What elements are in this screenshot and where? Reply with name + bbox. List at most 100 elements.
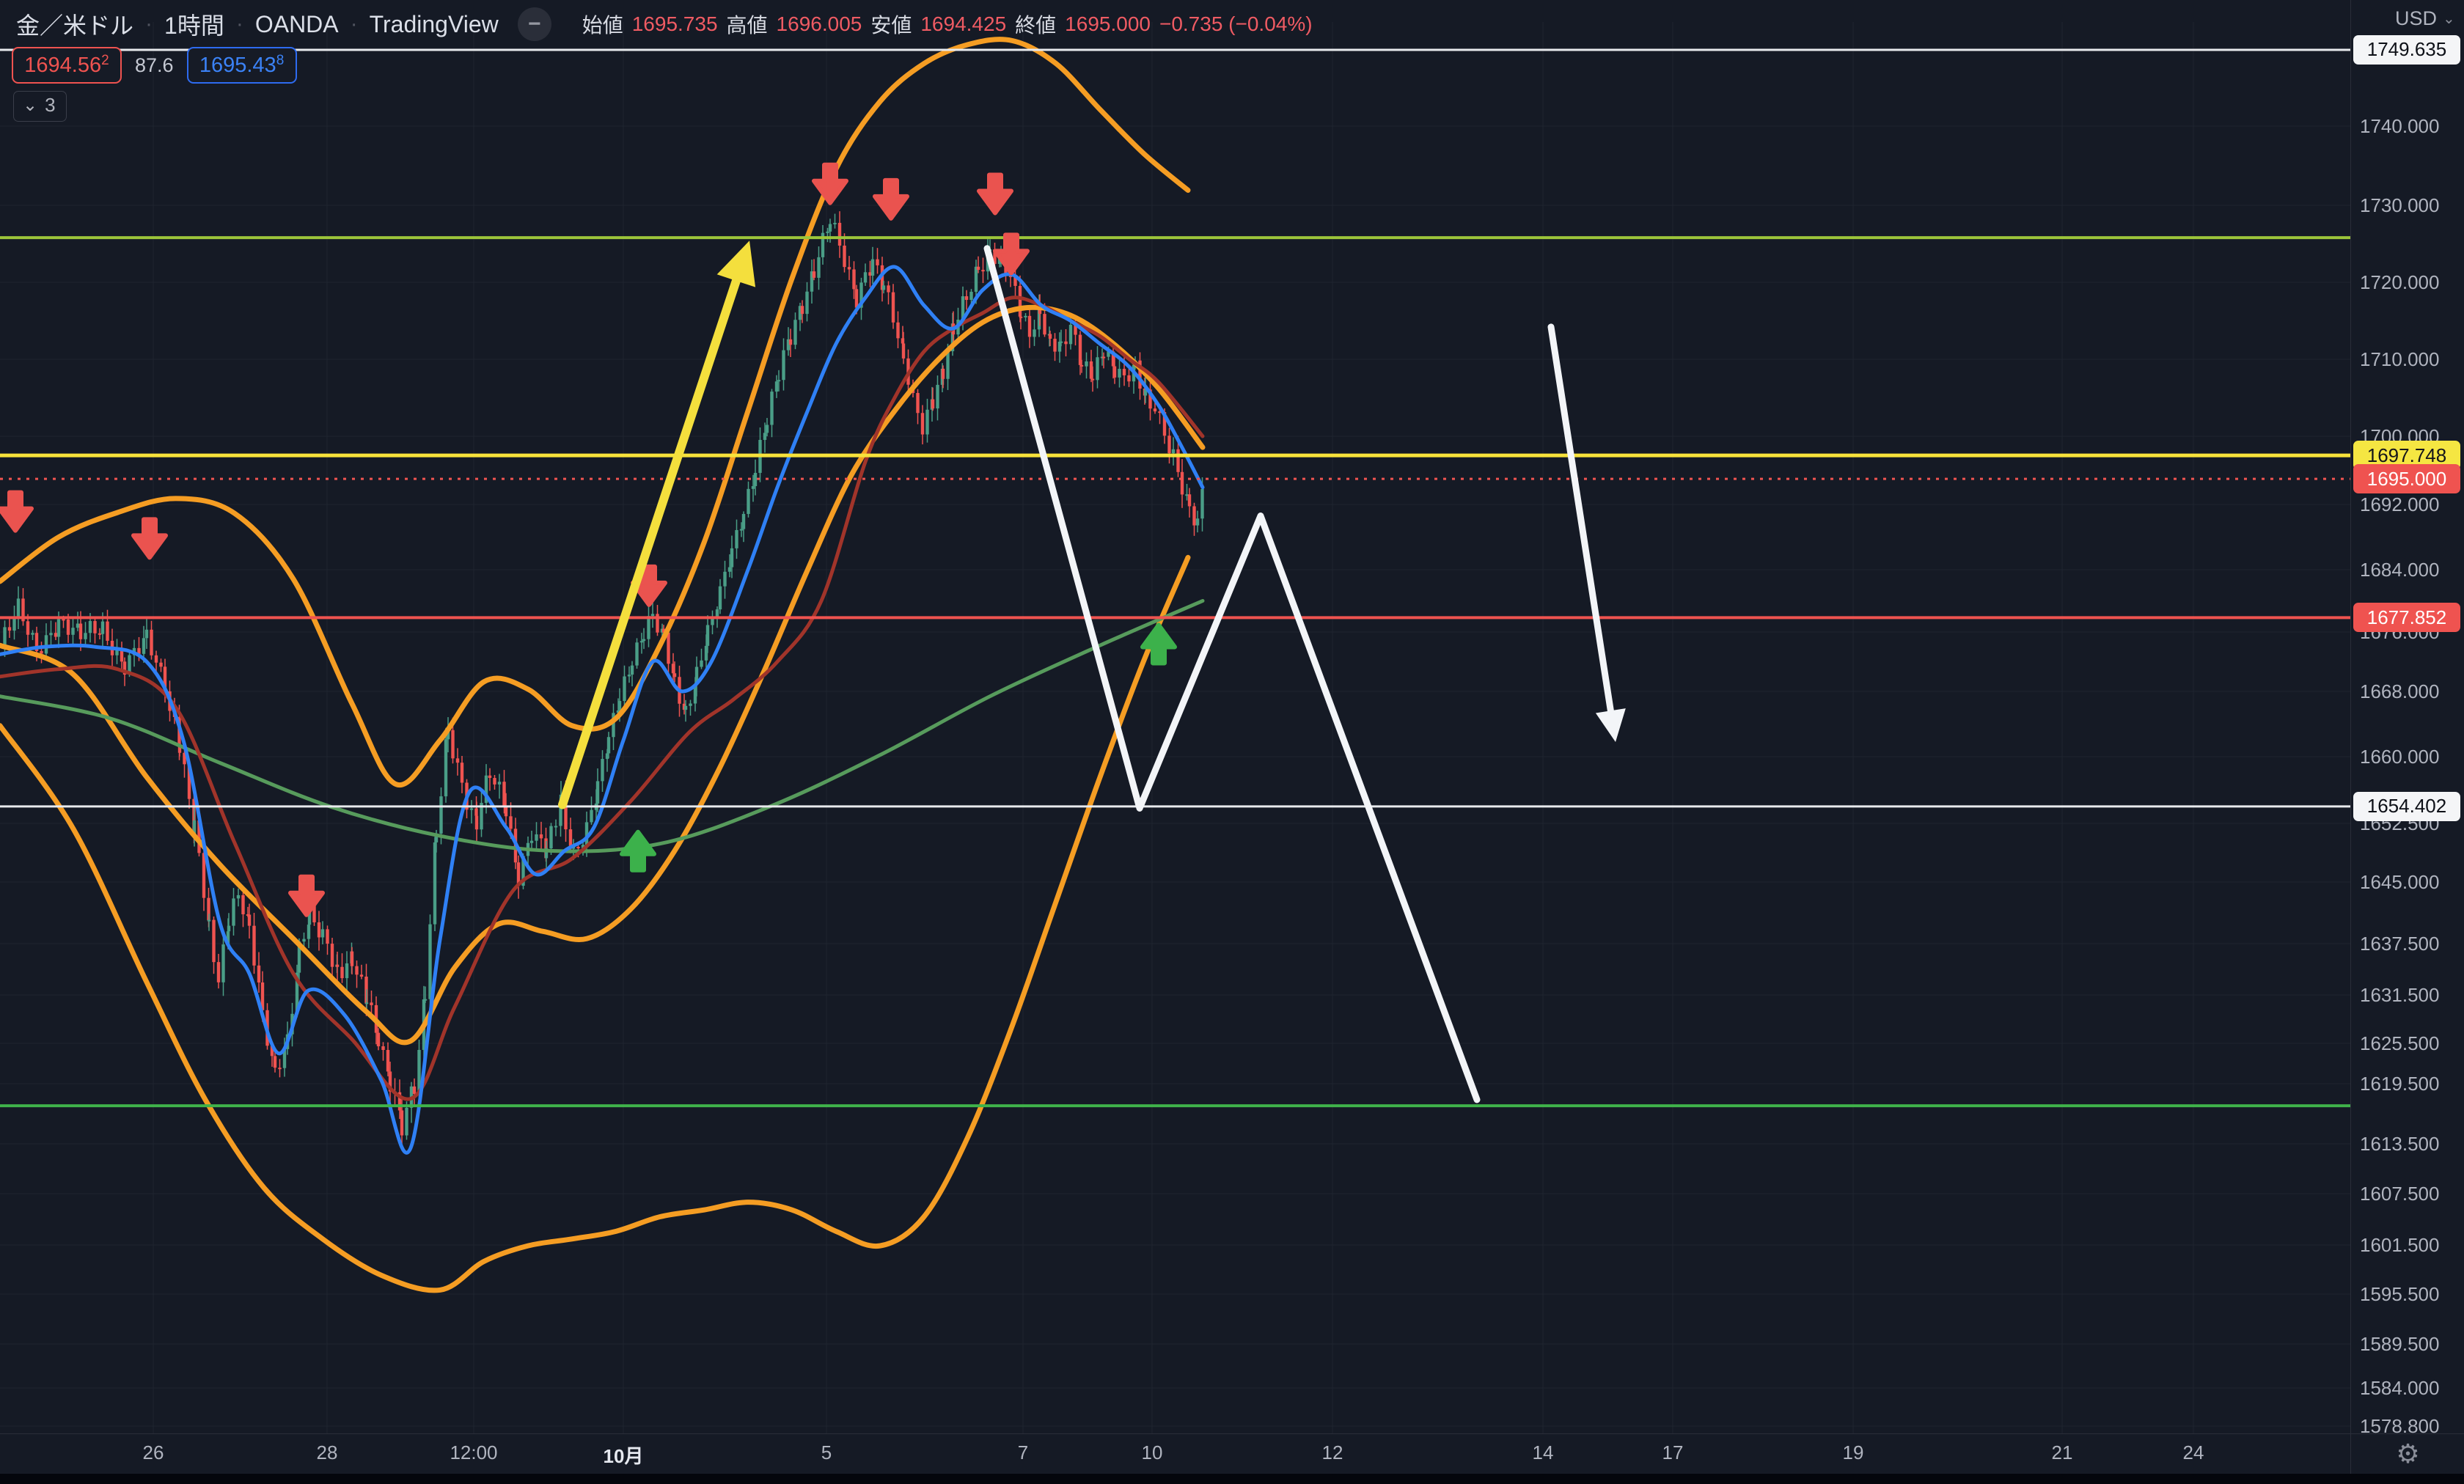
candle-body xyxy=(412,1086,417,1094)
candle-body xyxy=(747,488,750,514)
sell-signal-arrow xyxy=(131,517,168,560)
white-zigzag-projection xyxy=(983,245,1481,1103)
candle-body xyxy=(529,840,534,843)
candle-body xyxy=(326,929,329,944)
candle-body xyxy=(700,660,703,667)
candle-body xyxy=(78,623,83,639)
candle-body xyxy=(1127,375,1131,382)
candle-body xyxy=(66,619,70,635)
candle-body xyxy=(1090,378,1095,381)
ohlc-readout: 始値 1695.735 高値 1696.005 安値 1694.425 終値 1… xyxy=(582,10,1313,39)
candle-body xyxy=(1024,315,1027,317)
price-tick-label: 1589.500 xyxy=(2360,1333,2440,1355)
candle-body xyxy=(554,826,558,828)
candle-body xyxy=(282,1048,287,1068)
candle-body xyxy=(183,752,186,765)
candle-body xyxy=(821,232,825,257)
indicator-count: 3 xyxy=(45,94,56,116)
candle-body xyxy=(84,633,87,639)
candle-body xyxy=(1162,412,1167,436)
candle-body xyxy=(1089,361,1093,379)
spread-value: 87.6 xyxy=(135,54,174,76)
candle-body xyxy=(455,758,460,763)
candle-body xyxy=(252,925,256,966)
candle-body xyxy=(71,628,75,635)
separator-dot: · xyxy=(145,12,153,36)
candle-body xyxy=(1057,342,1062,352)
candle-body xyxy=(493,778,496,785)
candle-body xyxy=(946,351,950,379)
candle-body xyxy=(727,567,732,572)
candle-body xyxy=(1111,351,1115,367)
candle-body xyxy=(428,924,432,999)
candle-body xyxy=(1101,356,1106,359)
chevron-down-icon: ⌄ xyxy=(23,95,38,115)
symbol-title[interactable]: 金／米ドル xyxy=(16,12,134,39)
candle-body xyxy=(192,820,197,835)
price-tick-label: 1607.500 xyxy=(2360,1183,2440,1205)
candle-body xyxy=(605,753,609,760)
legend-more-button[interactable]: − xyxy=(517,7,551,41)
interval-label[interactable]: 1時間 xyxy=(164,12,224,39)
candle-body xyxy=(207,919,211,922)
minus-icon: − xyxy=(527,12,541,36)
candle-body xyxy=(1043,314,1046,335)
candle-body xyxy=(451,730,455,759)
candle-body xyxy=(330,944,334,967)
candle-body xyxy=(843,245,846,268)
candle-body xyxy=(852,269,856,290)
candle-body xyxy=(671,664,675,674)
white-down-arrow-head xyxy=(1595,708,1626,742)
candle-body xyxy=(723,571,727,587)
candle-body xyxy=(777,380,781,382)
candle-body xyxy=(568,829,573,849)
candle-body xyxy=(571,847,576,849)
legend-collapse-button[interactable]: ⌄ 3 xyxy=(13,91,67,122)
price-tick-label: 1595.500 xyxy=(2360,1283,2440,1305)
candle-body xyxy=(868,272,872,276)
candle-body xyxy=(137,647,141,654)
candle-body xyxy=(439,796,443,834)
candle-body xyxy=(1074,324,1077,335)
candle-body xyxy=(144,629,149,639)
candle-body xyxy=(667,632,670,664)
candle-body xyxy=(1138,360,1142,389)
candle-body xyxy=(1167,436,1171,454)
price-axis[interactable]: 1740.000 1730.000 1720.000 1710.000 1700.000… xyxy=(2350,0,2464,1437)
candle-body xyxy=(405,1107,408,1136)
candle-body xyxy=(1068,324,1073,345)
exchange-label[interactable]: OANDA xyxy=(254,10,339,37)
candle-body xyxy=(469,808,474,810)
candle-body xyxy=(434,833,439,842)
candle-body xyxy=(981,270,985,272)
candle-body xyxy=(539,834,543,839)
candle-body xyxy=(810,271,814,292)
candle-body xyxy=(307,906,312,925)
time-tick-label: 28 xyxy=(316,1441,338,1463)
candle-body xyxy=(612,713,615,738)
sell-signal-arrow xyxy=(812,162,848,205)
time-axis-settings-icon[interactable]: ⚙ xyxy=(2396,1438,2420,1469)
candle-body xyxy=(1027,315,1032,337)
candle-body xyxy=(880,265,884,290)
slow-ma-green xyxy=(0,599,1205,853)
candle-body xyxy=(961,296,965,320)
low-value: 1694.425 xyxy=(920,12,1007,35)
buy-price-button[interactable]: 1695.43 8 xyxy=(186,47,297,84)
bid-ask-row: 1694.56 2 87.6 1695.43 8 xyxy=(12,47,297,84)
candle-body xyxy=(177,746,182,753)
time-tick-label: 7 xyxy=(1017,1441,1029,1463)
sell-signal-arrow xyxy=(288,874,325,917)
time-axis[interactable]: 26 28 12:00 10月 5 7 10 12 14 17 19 21 24 xyxy=(0,1433,2464,1474)
candle-body xyxy=(142,638,146,654)
candle-body xyxy=(683,705,688,710)
candle-body xyxy=(227,925,231,932)
candle-body xyxy=(617,701,622,710)
axis-corner: ⚙ xyxy=(2350,1433,2464,1474)
sell-price-button[interactable]: 1694.56 2 xyxy=(12,47,122,84)
separator-dot: · xyxy=(235,12,243,36)
candle-body xyxy=(837,222,842,246)
axis-currency-selector[interactable]: USD ⌄ xyxy=(2395,7,2455,30)
candle-body xyxy=(576,847,580,849)
